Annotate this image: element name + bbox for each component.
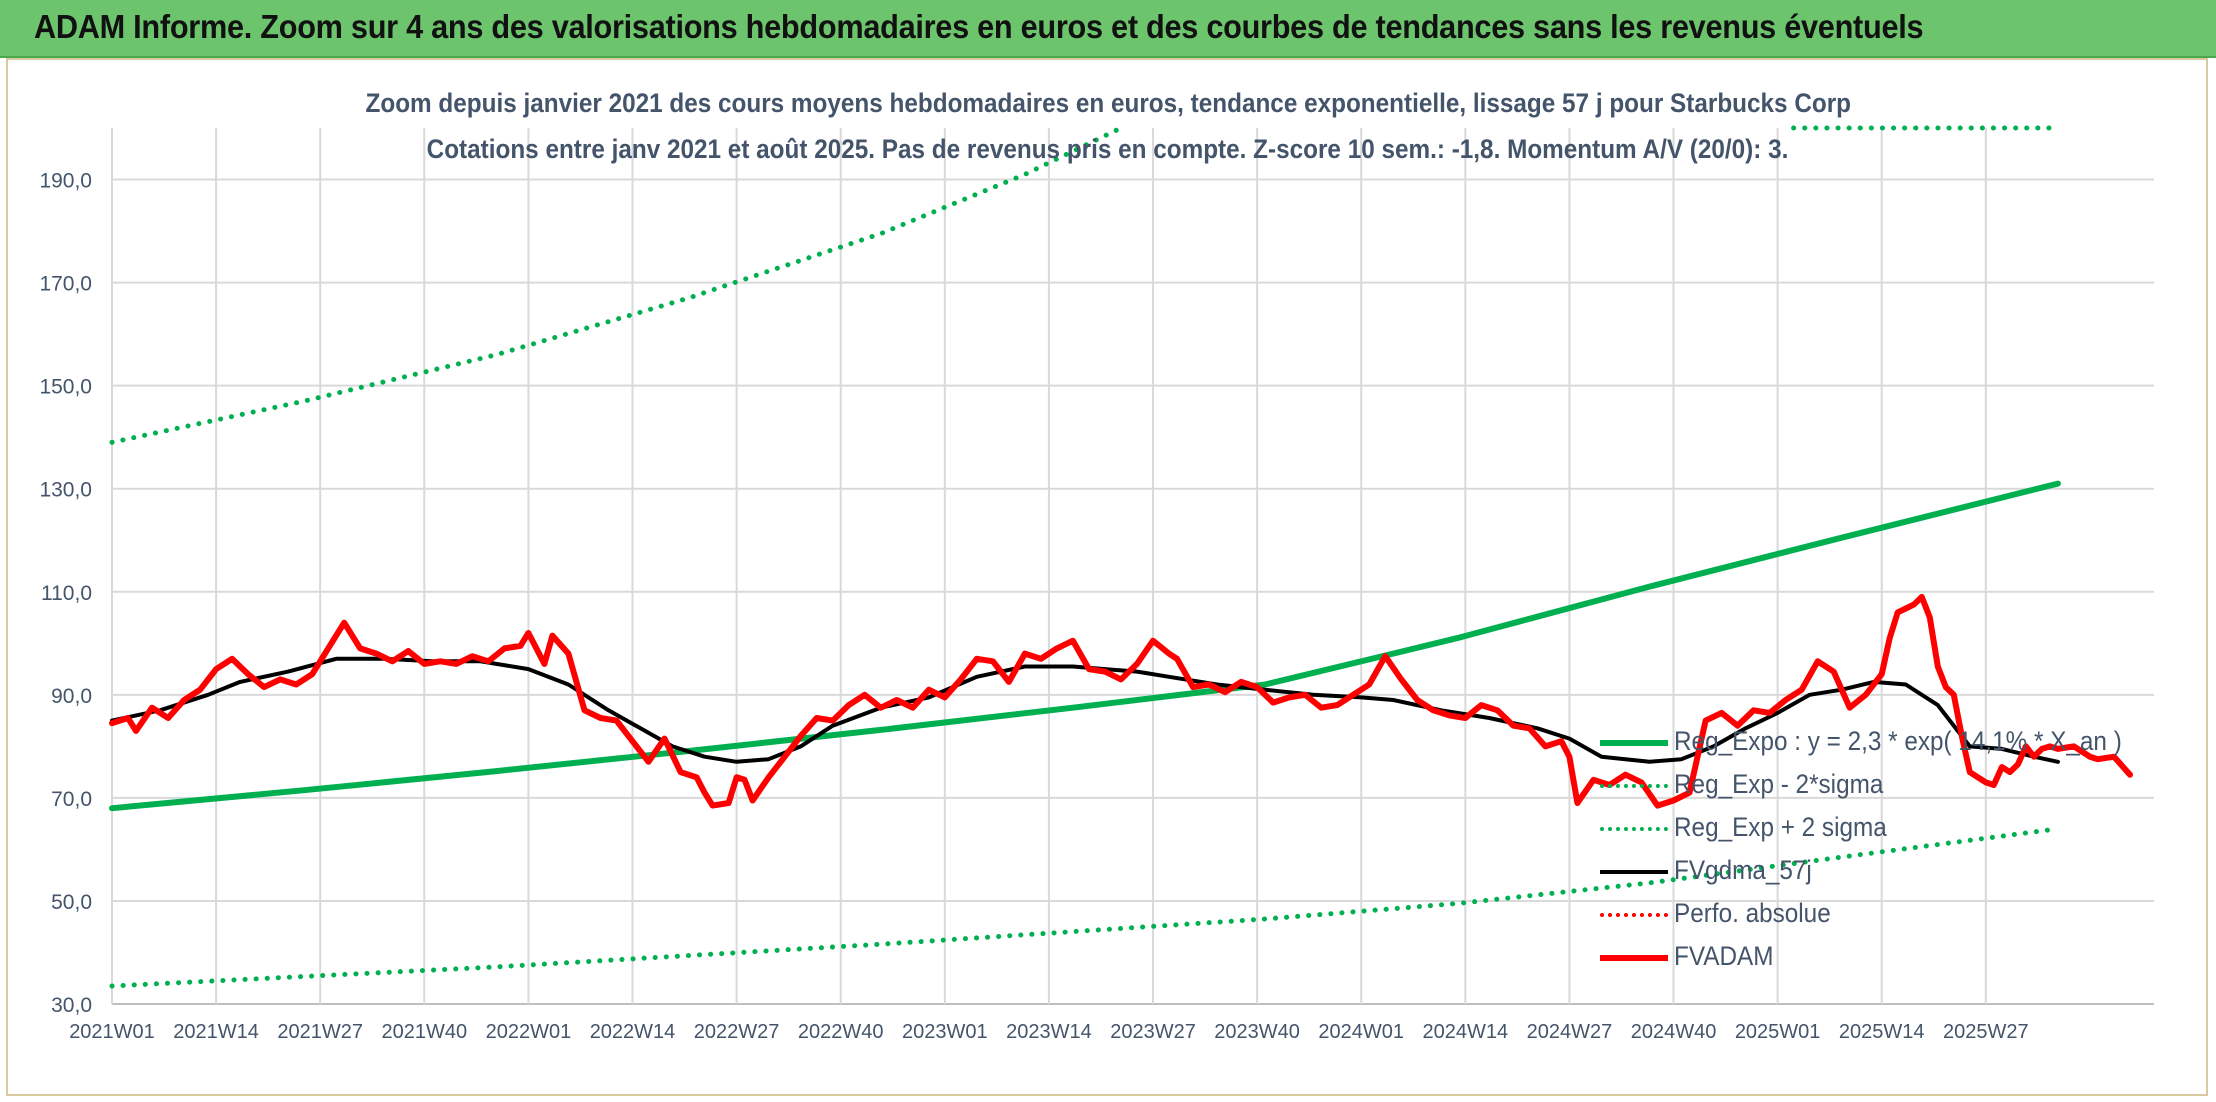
x-tick-label: 2023W01	[902, 1021, 988, 1043]
legend-label: Reg_Expo : y = 2,3 * exp( 14,1% * X_an )	[1674, 726, 2122, 756]
legend-item: Reg_Expo : y = 2,3 * exp( 14,1% * X_an )	[1600, 722, 2122, 765]
legend-label: FVADAM	[1674, 941, 1774, 971]
x-tick-label: 2022W27	[694, 1021, 780, 1043]
x-tick-label: 2022W01	[486, 1021, 572, 1043]
x-tick-label: 2024W40	[1631, 1021, 1717, 1043]
chart-grid	[111, 128, 2154, 1005]
chart-legend: Reg_Expo : y = 2,3 * exp( 14,1% * X_an )…	[1600, 722, 2122, 980]
x-tick-label: 2023W40	[1214, 1021, 1300, 1043]
x-tick-label: 2025W01	[1735, 1021, 1821, 1043]
series-line-reg-exp-2-sigma	[109, 125, 1124, 445]
x-tick-label: 2023W27	[1110, 1021, 1196, 1043]
legend-item: Perfo. absolue	[1600, 894, 2120, 937]
x-tick-label: 2024W14	[1423, 1021, 1509, 1043]
y-tick-label: 130,0	[39, 479, 92, 502]
chart-subtitle: Cotations entre janv 2021 et août 2025. …	[427, 134, 1789, 164]
y-axis-ticks: 30,0 50,0 70,0 90,0 110,0 130,0 150,0 170,0 190,…	[39, 170, 92, 1017]
y-tick-label: 190,0	[39, 170, 92, 193]
legend-item: FVADAM	[1600, 937, 2120, 980]
x-tick-label: 2024W01	[1318, 1021, 1404, 1043]
x-tick-label: 2025W14	[1839, 1021, 1925, 1043]
chart-series	[109, 125, 2133, 989]
legend-swatch	[1600, 955, 1668, 961]
chart-frame	[6, 58, 2208, 1096]
y-tick-label: 70,0	[51, 788, 92, 811]
x-tick-label: 2025W27	[1943, 1021, 2029, 1043]
x-tick-label: 2021W40	[381, 1021, 467, 1043]
legend-swatch	[1600, 870, 1668, 874]
x-axis-ticks: 2021W01 2021W14 2021W27 2021W40 2022W01 2022W…	[69, 1021, 2028, 1043]
legend-item: Reg_Exp + 2 sigma	[1600, 808, 2120, 851]
y-tick-label: 50,0	[51, 891, 92, 914]
legend-swatch	[1600, 913, 1668, 917]
legend-label: Reg_Exp - 2*sigma	[1674, 769, 1884, 799]
legend-label: Reg_Exp + 2 sigma	[1674, 812, 1887, 842]
legend-swatch	[1600, 783, 1668, 788]
y-tick-label: 150,0	[39, 376, 92, 399]
y-tick-label: 110,0	[41, 582, 92, 605]
legend-label: FVgdma_57j	[1674, 855, 1812, 885]
x-tick-label: 2022W40	[798, 1021, 884, 1043]
x-tick-label: 2024W27	[1527, 1021, 1613, 1043]
legend-item: Reg_Exp - 2*sigma	[1600, 765, 2120, 808]
y-tick-label: 30,0	[51, 994, 92, 1017]
x-tick-label: 2021W27	[277, 1021, 363, 1043]
x-tick-label: 2023W14	[1006, 1021, 1092, 1043]
series-line-fvgdma-57j	[110, 656, 2060, 764]
report-title: ADAM Informe. Zoom sur 4 ans des valoris…	[34, 8, 1924, 45]
legend-label: Perfo. absolue	[1674, 898, 1831, 928]
x-tick-label: 2022W14	[590, 1021, 676, 1043]
series-line-reg-expo-y-2-3-exp-14-1-x-an	[109, 480, 2061, 812]
chart-title: Zoom depuis janvier 2021 des cours moyen…	[365, 88, 1851, 118]
legend-swatch	[1600, 826, 1668, 831]
legend-item: FVgdma_57j	[1600, 851, 2120, 894]
x-tick-label: 2021W14	[173, 1021, 259, 1043]
series-line-fvadam	[109, 593, 2133, 809]
report-banner: ADAM Informe. Zoom sur 4 ans des valoris…	[0, 0, 2216, 58]
x-tick-label: 2021W01	[69, 1021, 155, 1043]
y-tick-label: 170,0	[39, 273, 92, 296]
y-tick-label: 90,0	[51, 685, 92, 708]
legend-swatch	[1600, 740, 1668, 746]
